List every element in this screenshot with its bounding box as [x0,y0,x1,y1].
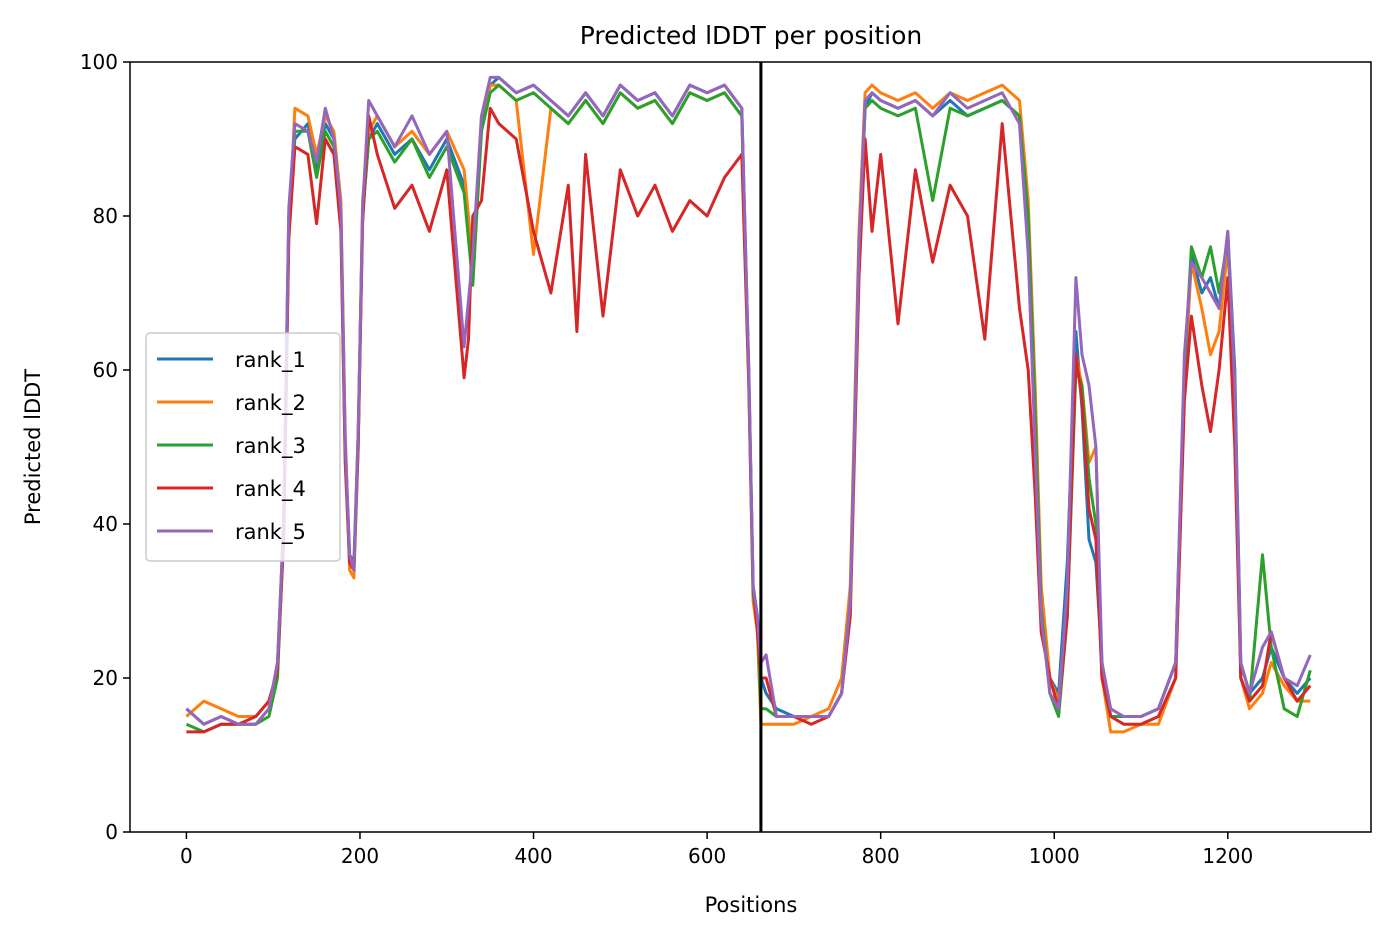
y-tick-label: 80 [93,204,118,228]
legend-items: rank_1 rank_2 rank_3 rank_4 rank_5 [157,348,306,545]
legend-label-rank-4: rank_4 [235,477,306,502]
plot-area [185,62,1312,832]
x-tick-label: 1200 [1202,844,1253,868]
legend-label-rank-3: rank_3 [235,434,306,459]
chart-title: Predicted lDDT per position [580,21,922,50]
legend-label-rank-2: rank_2 [235,391,306,416]
y-axis-label: Predicted lDDT [21,369,45,525]
x-tick-label: 1000 [1029,844,1080,868]
legend-label-rank-5: rank_5 [235,520,306,545]
legend: rank_1 rank_2 rank_3 rank_4 rank_5 [145,332,341,562]
y-tick-label: 60 [93,358,118,382]
x-tick-label: 200 [341,844,379,868]
series-group [185,75,1312,734]
y-tick-label: 100 [80,50,118,74]
series-line-rank-5 [185,75,1312,726]
legend-box [145,332,341,562]
x-axis-label: Positions [705,893,798,917]
x-axis: 0 200 400 600 800 1000 1200 [180,832,1253,868]
y-tick-label: 40 [93,512,118,536]
y-tick-label: 20 [93,666,118,690]
x-tick-label: 400 [514,844,552,868]
x-tick-label: 600 [688,844,726,868]
plot-frame [129,61,1372,833]
x-tick-label: 0 [180,844,193,868]
y-tick-label: 0 [105,820,118,844]
y-axis: 0 20 40 60 80 100 [80,50,130,844]
legend-label-rank-1: rank_1 [235,348,306,373]
x-tick-label: 800 [862,844,900,868]
